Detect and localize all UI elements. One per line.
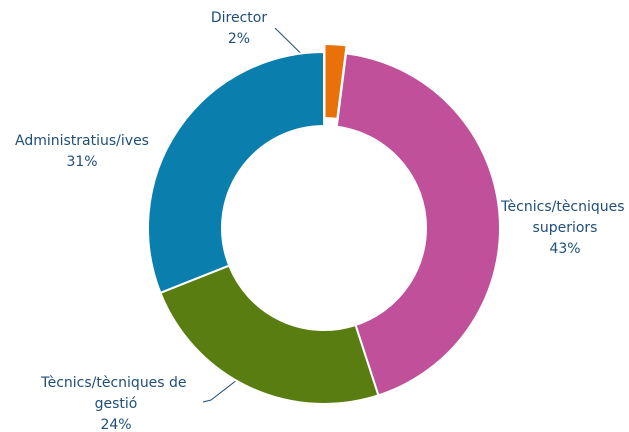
category-label: Tècnics/tècniques de gestió — [40, 375, 191, 412]
value-label: 2% — [228, 31, 250, 47]
category-label: Director — [211, 10, 267, 26]
value-label: 24% — [100, 417, 131, 432]
donut-slice — [335, 52, 501, 397]
category-label: Administratius/ives — [15, 133, 149, 149]
category-label: Tècnics/tècniques superiors — [500, 199, 629, 236]
value-label: 43% — [549, 241, 580, 257]
donut-slice — [147, 50, 325, 295]
donut-slice — [159, 264, 380, 405]
value-label: 31% — [66, 154, 97, 170]
